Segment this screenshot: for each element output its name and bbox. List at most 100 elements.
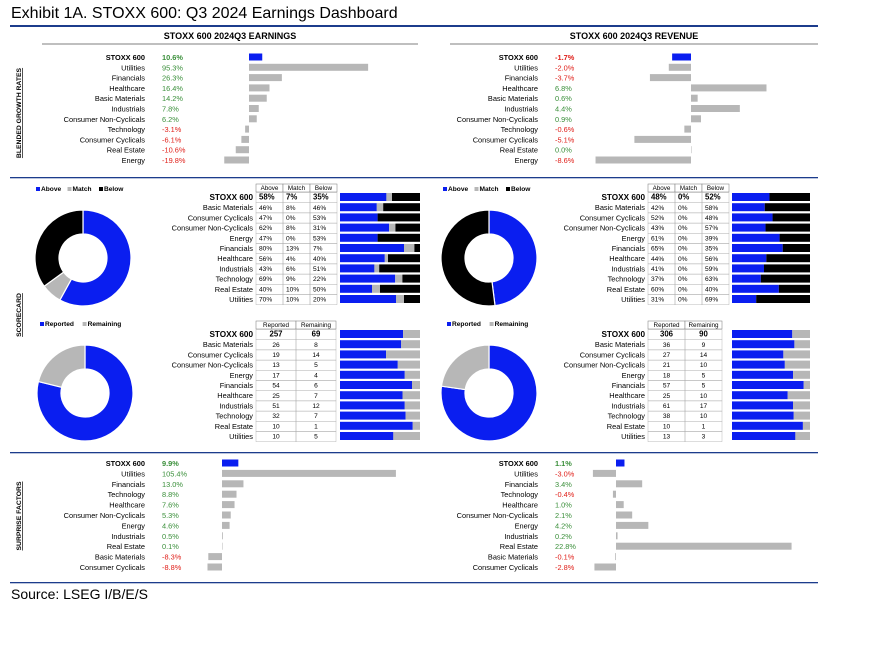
section-label-scorecard: SCORECARD <box>16 293 23 337</box>
earnings-surprise-value-label: 7.6% <box>162 501 179 510</box>
earnings-scorecard-cell-value: 40% <box>259 286 272 293</box>
revenue-reported-stack-basic-materials-reported <box>732 340 795 349</box>
earnings-scorecard-stack-basic-materials-match <box>376 203 384 212</box>
earnings-scorecard-stack-technology-match <box>395 274 403 283</box>
revenue-reported-stack-technology-reported <box>732 411 794 420</box>
earnings-growth-value-label: 6.2% <box>162 115 179 124</box>
earnings-scorecard-cell-value: 10% <box>286 286 299 293</box>
earnings-reported-category-label: Energy <box>230 371 254 380</box>
revenue-reported-stack-financials-remaining <box>803 381 810 389</box>
revenue-reported-donut-slice-reported <box>440 344 538 442</box>
earnings-scorecard-category-label: Utilities <box>229 295 253 304</box>
earnings-reported-category-label: Healthcare <box>217 391 253 400</box>
earnings-scorecard-category-label: Basic Materials <box>203 203 253 212</box>
revenue-scorecard-cell <box>701 294 730 305</box>
earnings-scorecard-stack-utilities-above <box>340 295 396 303</box>
earnings-reported-category-label: STOXX 600 <box>209 330 253 339</box>
revenue-reported-cell <box>684 431 723 442</box>
growth-rule <box>10 177 818 179</box>
earnings-scorecard-cell-value: 53% <box>313 215 326 222</box>
revenue-growth-bar-industrials <box>691 105 740 112</box>
earnings-reported-stack-stoxx-600-reported <box>340 330 404 338</box>
revenue-reported-cell-value: 61 <box>663 403 671 410</box>
earnings-scorecard-cell <box>309 294 338 305</box>
revenue-growth-category-label: Energy <box>515 156 539 165</box>
revenue-scorecard-cell-value: 0% <box>678 276 688 283</box>
revenue-scorecard-cell-value: 0% <box>678 297 688 304</box>
earnings-reported-category-label: Real Estate <box>215 422 253 431</box>
earnings-reported-cell-value: 5 <box>314 434 318 441</box>
earnings-surprise-chart: STOXX 600 9.9% Utilities 105.4% Financials 13… <box>64 459 396 572</box>
revenue-reported-cell-value: 10 <box>700 362 708 369</box>
earnings-scorecard-category-label: Real Estate <box>215 285 253 294</box>
revenue-growth-value-label: 0.9% <box>555 115 572 124</box>
revenue-reported-stack-financials-reported <box>732 381 804 389</box>
earnings-reported-cell-value: 26 <box>272 342 280 349</box>
revenue-scorecard-legend-swatch <box>506 187 510 191</box>
earnings-growth-bar-financials <box>249 74 282 82</box>
revenue-growth-category-label: Healthcare <box>502 84 538 93</box>
revenue-growth-category-label: Technology <box>501 125 539 134</box>
revenue-surprise-category-label: Healthcare <box>502 501 538 510</box>
revenue-reported-stack-stoxx-600-remaining <box>792 330 810 338</box>
revenue-scorecard-table: Above Match Below STOXX 600 48% 0% 52% Basic Ma… <box>440 183 810 307</box>
title-rule <box>10 25 818 27</box>
earnings-scorecard-category-label: Energy <box>230 234 254 243</box>
earnings-scorecard-cell-value: 22% <box>313 276 326 283</box>
earnings-scorecard-cell-value: 20% <box>313 297 326 304</box>
earnings-growth-bar-stoxx-600 <box>249 53 263 61</box>
earnings-growth-category-label: Consumer Non-Cyclicals <box>64 115 146 124</box>
earnings-surprise-bar-healthcare <box>222 501 235 509</box>
revenue-scorecard-category-label: Financials <box>612 244 646 253</box>
revenue-scorecard-cell-value: 48% <box>651 193 667 202</box>
earnings-growth-value-label: 7.8% <box>162 105 179 114</box>
earnings-scorecard-stack-basic-materials-below <box>383 203 420 212</box>
revenue-scorecard-category-label: Technology <box>608 275 646 284</box>
revenue-scorecard-cell-value: 0% <box>678 193 689 202</box>
revenue-reported-category-label: STOXX 600 <box>601 330 645 339</box>
earnings-scorecard-legend-above: Above <box>41 186 61 193</box>
revenue-reported-cell-value: 10 <box>700 393 708 400</box>
revenue-reported-cell-value: 3 <box>702 434 706 441</box>
revenue-growth-value-label: 4.4% <box>555 105 572 114</box>
revenue-scorecard-legend-match: Match <box>480 186 499 193</box>
revenue-scorecard-cell-value: 58% <box>705 205 718 212</box>
revenue-reported-stack-utilities-remaining <box>795 432 810 440</box>
earnings-scorecard-cell-value: 80% <box>259 246 272 253</box>
revenue-scorecard-cell-value: 52% <box>651 215 664 222</box>
earnings-reported-donut-slice-reported <box>36 344 134 442</box>
earnings-scorecard-cell-value: 10% <box>286 297 299 304</box>
revenue-surprise-category-label: Technology <box>501 490 539 499</box>
revenue-scorecard-cell-value: 0% <box>678 205 688 212</box>
revenue-scorecard-category-label: Consumer Non-Cyclicals <box>564 224 646 233</box>
earnings-reported-legend-swatch <box>82 322 87 326</box>
earnings-surprise-category-label: Real Estate <box>107 542 145 551</box>
earnings-growth-value-label: -10.6% <box>162 146 186 155</box>
earnings-reported-cell-value: 257 <box>269 330 282 339</box>
earnings-reported-stack-real-estate-remaining <box>412 421 420 430</box>
revenue-reported-stack-energy-reported <box>732 370 794 379</box>
earnings-reported-stack-technology-remaining <box>405 411 420 420</box>
revenue-scorecard-legend-swatch <box>474 187 479 191</box>
earnings-growth-value-label: 95.3% <box>162 63 183 72</box>
earnings-scorecard-header-cell <box>309 183 338 193</box>
revenue-reported-cell-value: 90 <box>699 330 708 339</box>
revenue-growth-chart: STOXX 600 -1.7% Utilities -2.0% Financials -3… <box>457 53 767 165</box>
revenue-growth-category-label: Real Estate <box>500 146 538 155</box>
revenue-reported-stack-industrials-reported <box>732 401 793 410</box>
earnings-scorecard-cell-value: 9% <box>286 276 296 283</box>
earnings-growth-category-label: Energy <box>122 156 146 165</box>
earnings-scorecard-cell-value: 8% <box>286 205 296 212</box>
earnings-scorecard-stack-technology-above <box>340 274 396 283</box>
revenue-growth-bar-consumer-cyclicals <box>634 135 691 143</box>
revenue-growth-category-label: Consumer Non-Cyclicals <box>457 115 539 124</box>
revenue-scorecard-legend-above: Above <box>448 186 468 193</box>
revenue-reported-category-label: Consumer Non-Cyclicals <box>564 361 646 370</box>
revenue-surprise-category-label: Consumer Cyclicals <box>473 563 539 572</box>
revenue-reported-category-label: Utilities <box>621 432 645 441</box>
earnings-scorecard-stack-industrials-match <box>374 264 380 273</box>
revenue-surprise-category-label: Consumer Non-Cyclicals <box>457 511 539 520</box>
revenue-surprise-chart: STOXX 600 1.1% Utilities -3.0% Financials 3.4… <box>457 459 792 572</box>
earnings-scorecard-stack-energy-above <box>340 233 378 242</box>
